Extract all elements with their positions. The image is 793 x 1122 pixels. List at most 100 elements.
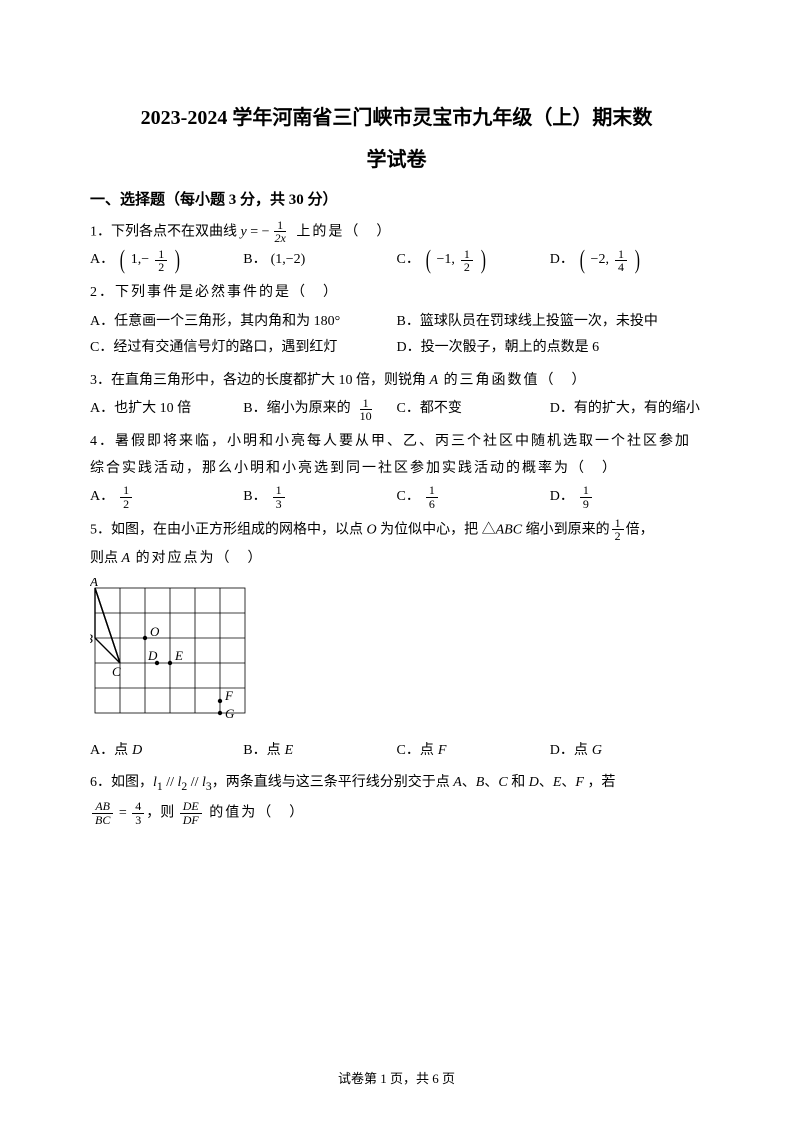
q5-option-a: A．点 D — [90, 738, 243, 765]
q5-b-pt: E — [285, 738, 294, 765]
question-1-stem: 1．下列各点不在双曲线 y = −12x 上的是（ ） — [90, 219, 703, 246]
q4-d-pre: D． — [550, 484, 574, 511]
q6-pre: 6．如图， — [90, 775, 153, 790]
q1-c-frac: 12 — [461, 248, 473, 274]
q4-a-fn: 1 — [120, 484, 132, 498]
q5-c-pre: C．点 — [397, 738, 434, 765]
q3-b-pre: B．缩小为原来的 — [243, 396, 350, 423]
q5-fn: 1 — [612, 517, 624, 531]
q6-then: ，则 — [146, 806, 178, 821]
q6-c2: 、 — [484, 775, 498, 790]
q5-grid-figure: A B C O D E F G — [90, 578, 703, 734]
grid-label-F: F — [224, 688, 234, 703]
question-6-stem: 6．如图，l1 // l2 // l3，两条直线与这三条平行线分别交于点 A、B… — [90, 770, 703, 798]
q6-C: C — [498, 775, 507, 790]
question-2-stem: 2．下列事件是必然事件的是（ ） — [90, 280, 703, 307]
question-3: 3．在直角三角形中，各边的长度都扩大 10 倍，则锐角 A 的三角函数值（ ） … — [90, 368, 703, 423]
q5-mid: 为位似中心，把 △ — [377, 522, 496, 537]
q4-a-pre: A． — [90, 484, 114, 511]
q4-d-fd: 9 — [580, 498, 592, 511]
section-1-heading: 一、选择题（每小题 3 分，共 30 分） — [90, 186, 703, 215]
q6-f2n: 4 — [132, 800, 144, 814]
q1-d-fn: 1 — [615, 248, 627, 262]
question-3-options: A．也扩大 10 倍 B．缩小为原来的 110 C．都不变 D．有的扩大，有的缩… — [90, 396, 703, 423]
q1-a-frac: 12 — [155, 248, 167, 274]
q6-f1d: BC — [92, 814, 113, 827]
q1-c-body: −1, — [437, 247, 455, 274]
question-2-options: A．任意画一个三角形，其内角和为 180° B．篮球队员在罚球线上投篮一次，未投… — [90, 309, 703, 362]
question-6-stem-line2: ABBC = 43，则 DEDF 的值为（ ） — [90, 800, 703, 827]
q3-b-fd: 10 — [357, 410, 375, 423]
q1-a-fn: 1 — [155, 248, 167, 262]
q2-option-c: C．经过有交通信号灯的路口，遇到红灯 — [90, 335, 397, 362]
q6-f2d: 3 — [132, 814, 144, 827]
q6-f3n: DE — [180, 800, 202, 814]
q1-option-b: B． (1,−2) — [243, 247, 396, 274]
q5-d-pre: D．点 — [550, 738, 588, 765]
q6-p2: // — [187, 775, 202, 790]
q5-option-c: C．点 F — [397, 738, 550, 765]
question-2: 2．下列事件是必然事件的是（ ） A．任意画一个三角形，其内角和为 180° B… — [90, 280, 703, 362]
q5-option-b: B．点 E — [243, 738, 396, 765]
question-5-stem-line2: 则点 A 的对应点为（ ） — [90, 546, 703, 573]
q2-option-b: B．篮球队员在罚球线上投篮一次，未投中 — [397, 309, 704, 336]
q6-and: 和 — [508, 775, 529, 790]
q5-d-pt: G — [592, 738, 602, 765]
q4-c-fd: 6 — [426, 498, 438, 511]
rparen-icon: ) — [635, 250, 640, 271]
q5-frac: 12 — [612, 517, 624, 543]
q1-b-body: (1,−2) — [271, 247, 306, 274]
q4-option-b: B．13 — [243, 484, 396, 511]
grid-label-O: O — [150, 624, 160, 639]
q5-ABC: ABC — [496, 522, 522, 537]
q5-l2-A: A — [122, 551, 131, 566]
q1-d-body: −2, — [591, 247, 609, 274]
q5-option-d: D．点 G — [550, 738, 703, 765]
grid-label-E: E — [174, 648, 183, 663]
q6-f1n: AB — [92, 800, 113, 814]
q1-eq: = − — [247, 224, 270, 239]
q5-post: 倍， — [626, 522, 654, 537]
q1-a-body: 1,− — [131, 247, 149, 274]
grid-label-G: G — [225, 706, 235, 721]
q1-a-pre: A． — [90, 247, 114, 274]
q6-post: 的值为（ ） — [204, 806, 306, 821]
page-footer: 试卷第 1 页，共 6 页 — [0, 1067, 793, 1092]
q4-c-fn: 1 — [426, 484, 438, 498]
question-1: 1．下列各点不在双曲线 y = −12x 上的是（ ） A． ( 1,− 12 … — [90, 219, 703, 275]
grid-svg-icon: A B C O D E F G — [90, 578, 260, 723]
q5-mid2: 缩小到原来的 — [522, 522, 610, 537]
q6-frac2: 43 — [132, 800, 144, 826]
q4-a-frac: 12 — [120, 484, 132, 510]
lparen-icon: ( — [426, 250, 431, 271]
q1-c-fn: 1 — [461, 248, 473, 262]
q5-l2-pre: 则点 — [90, 551, 122, 566]
q5-fd: 2 — [612, 530, 624, 543]
lparen-icon: ( — [120, 250, 125, 271]
q4-d-frac: 19 — [580, 484, 592, 510]
q6-f3d: DF — [180, 814, 202, 827]
question-1-options: A． ( 1,− 12 ) B． (1,−2) C． ( −1, 12 ) D．… — [90, 247, 703, 274]
q1-option-c: C． ( −1, 12 ) — [397, 247, 550, 274]
q5-O: O — [367, 522, 377, 537]
q1-text-post: 上的是（ ） — [291, 224, 393, 239]
grid-label-C: C — [112, 664, 121, 679]
q4-option-a: A．12 — [90, 484, 243, 511]
grid-label-A: A — [90, 578, 98, 589]
rparen-icon: ) — [175, 250, 180, 271]
q1-frac-d: 2x — [272, 232, 289, 245]
q6-c1: 、 — [462, 775, 476, 790]
q4-c-pre: C． — [397, 484, 420, 511]
q5-pre: 5．如图，在由小正方形组成的网格中，以点 — [90, 522, 367, 537]
q1-c-pre: C． — [397, 247, 420, 274]
q6-frac1: ABBC — [92, 800, 113, 826]
question-4-options: A．12 B．13 C．16 D．19 — [90, 484, 703, 511]
question-4: 4．暑假即将来临，小明和小亮每人要从甲、乙、丙三个社区中随机选取一个社区参加综合… — [90, 429, 703, 511]
q3-b-fn: 1 — [360, 397, 372, 411]
question-3-stem: 3．在直角三角形中，各边的长度都扩大 10 倍，则锐角 A 的三角函数值（ ） — [90, 368, 703, 395]
q6-frac3: DEDF — [180, 800, 202, 826]
q6-A: A — [453, 775, 462, 790]
q5-a-pre: A．点 — [90, 738, 128, 765]
q6-c4: 、 — [561, 775, 575, 790]
q3-option-a: A．也扩大 10 倍 — [90, 396, 243, 423]
